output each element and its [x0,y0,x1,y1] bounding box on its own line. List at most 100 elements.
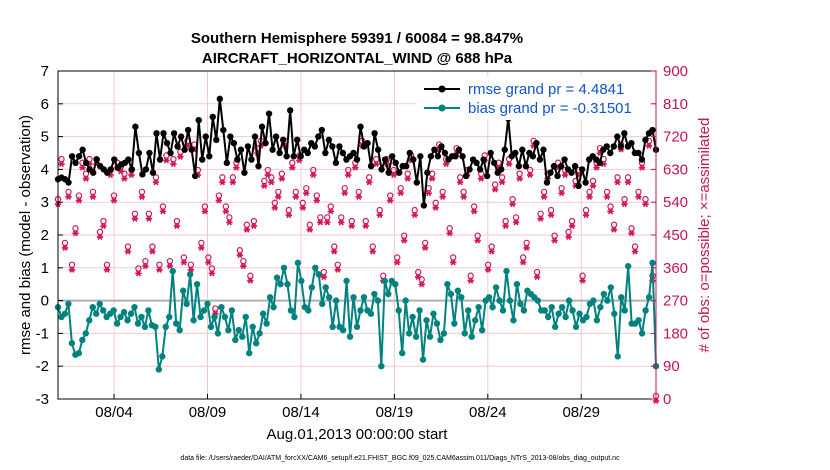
obs-assimilated-marker [320,274,327,281]
obs-possible-marker [456,174,464,181]
obs-assimilated-marker [586,193,593,200]
rmse-point [304,149,311,157]
obs-possible-marker [488,243,495,250]
bias-point [506,297,514,304]
rmse-point [406,149,413,157]
rmse-point [649,126,656,134]
bias-point [551,323,559,331]
bias-point [86,317,93,324]
rmse-point [476,166,484,173]
obs-assimilated-marker [547,212,555,219]
rmse-point [72,159,79,167]
obs-assimilated-marker [243,226,251,233]
obs-possible-marker [289,159,296,166]
bias-point [75,349,83,357]
obs-assimilated-marker [285,212,293,219]
rmse-point [315,133,322,140]
rmse-point [279,136,287,144]
bias-point [461,330,468,337]
bias-point [409,313,416,321]
obs-possible-marker [89,188,97,196]
bias-point [141,323,149,331]
bias-point [190,317,197,324]
obs-assimilated-marker [142,263,149,270]
bias-point [572,323,580,331]
rmse-point [322,149,329,157]
rmse-point [135,149,143,157]
bias-point [405,330,413,337]
obs-possible-marker [75,192,83,199]
obs-assimilated-marker [334,266,341,273]
rmse-point [424,169,431,176]
bias-point [534,297,541,304]
obs-possible-marker [138,188,146,196]
rmse-point [628,139,635,147]
rmse-point [610,143,617,150]
obs-possible-marker [624,174,632,181]
rmse-point [251,133,259,140]
obs-possible-marker [264,166,272,174]
rmse-point [353,156,361,163]
bias-point [353,323,361,331]
obs-possible-marker [285,206,293,214]
obs-possible-marker [558,185,565,192]
obs-assimilated-marker [582,212,590,219]
rmse-point [332,159,340,167]
bias-point [242,313,249,321]
rmse-point [635,149,642,157]
rmse-point [617,143,625,150]
bias-point [520,307,528,314]
bias-point [117,313,124,321]
obs-possible-marker [152,174,160,181]
obs-assimilated-marker [348,223,355,230]
obs-assimilated-marker [278,175,286,182]
rmse-point [294,136,301,144]
obs-assimilated-marker [121,175,128,182]
obs-assimilated-marker [516,175,523,182]
obs-possible-marker [512,214,520,221]
bias-point [395,307,402,314]
obs-assimilated-marker [72,230,79,237]
rmse-point [202,133,209,140]
bias-point [176,326,183,334]
obs-assimilated-marker [414,274,422,281]
rmse-point [223,159,231,167]
obs-assimilated-marker [628,230,635,237]
bias-point [392,281,399,288]
bias-point [322,284,329,291]
bias-point [110,307,117,314]
obs-assimilated-marker [205,259,212,266]
obs-possible-marker [621,195,628,203]
rmse-point [452,153,459,160]
bias-point [635,317,642,324]
obs-possible-marker [411,206,418,214]
obs-assimilated-marker [439,193,446,200]
bias-point [426,333,434,340]
rmse-point [188,146,195,153]
rmse-point [392,159,399,167]
rmse-point [142,166,150,173]
obs-possible-marker [603,188,611,196]
rmse-point [283,153,290,160]
bias-point [169,267,176,275]
bias-point [232,336,239,344]
obs-possible-marker [338,214,345,221]
rmse-point [420,202,428,209]
obs-possible-marker [65,188,72,196]
bias-point [346,333,354,340]
bias-point [385,290,392,298]
obs-possible-marker [110,192,118,199]
rmse-point [248,156,255,163]
obs-assimilated-marker [58,161,65,168]
obs-possible-marker [68,261,76,268]
obs-possible-marker [156,261,163,268]
rmse-point [519,146,526,153]
x-axis-ticks: 08/04 08/09 08/14 08/19 08/24 08/29 [95,394,600,421]
obs-assimilated-marker [229,179,237,186]
rmse-point [522,162,530,170]
obs-possible-marker [275,188,282,196]
obs-possible-marker [551,232,558,239]
bias-point [270,303,277,311]
obs-possible-marker [526,166,534,174]
